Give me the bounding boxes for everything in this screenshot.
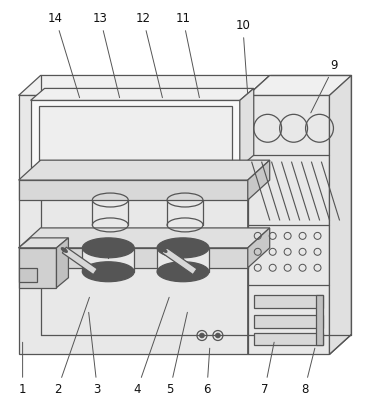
- Text: 7: 7: [261, 342, 274, 396]
- Polygon shape: [62, 247, 97, 275]
- Text: 4: 4: [134, 297, 169, 396]
- Text: 11: 11: [175, 12, 199, 98]
- Bar: [19, 248, 248, 268]
- Text: 1: 1: [19, 342, 26, 396]
- Bar: [254, 315, 324, 328]
- Bar: [254, 333, 324, 346]
- Text: 2: 2: [54, 297, 89, 396]
- Polygon shape: [19, 238, 68, 248]
- Text: 6: 6: [203, 348, 211, 396]
- Polygon shape: [19, 160, 270, 180]
- Bar: [39, 106, 232, 161]
- Text: 3: 3: [89, 312, 101, 396]
- Bar: [19, 95, 248, 354]
- Polygon shape: [248, 75, 352, 95]
- Bar: [82, 248, 134, 272]
- Polygon shape: [19, 75, 270, 95]
- Text: 12: 12: [136, 12, 162, 98]
- Ellipse shape: [215, 333, 220, 338]
- Bar: [254, 295, 324, 308]
- Text: 8: 8: [301, 348, 315, 396]
- Ellipse shape: [161, 248, 167, 252]
- Text: 10: 10: [235, 19, 250, 93]
- Bar: [316, 295, 324, 346]
- Polygon shape: [19, 228, 270, 248]
- Bar: [157, 248, 209, 272]
- Bar: [19, 268, 37, 282]
- Ellipse shape: [157, 238, 209, 258]
- Ellipse shape: [82, 238, 134, 258]
- Polygon shape: [248, 228, 270, 268]
- Ellipse shape: [61, 248, 67, 252]
- Text: 14: 14: [48, 12, 80, 98]
- Polygon shape: [240, 88, 254, 167]
- Ellipse shape: [199, 333, 205, 338]
- Text: 13: 13: [93, 12, 120, 98]
- Polygon shape: [31, 88, 254, 101]
- Polygon shape: [56, 238, 68, 288]
- Polygon shape: [329, 75, 352, 354]
- Text: 9: 9: [311, 59, 338, 113]
- Text: 5: 5: [166, 312, 187, 396]
- Ellipse shape: [82, 262, 134, 282]
- Polygon shape: [248, 160, 270, 200]
- Bar: [19, 248, 56, 288]
- Polygon shape: [248, 75, 270, 354]
- Bar: [248, 95, 329, 354]
- Polygon shape: [162, 247, 197, 275]
- Bar: [19, 180, 248, 200]
- Bar: [31, 101, 240, 167]
- Ellipse shape: [157, 262, 209, 282]
